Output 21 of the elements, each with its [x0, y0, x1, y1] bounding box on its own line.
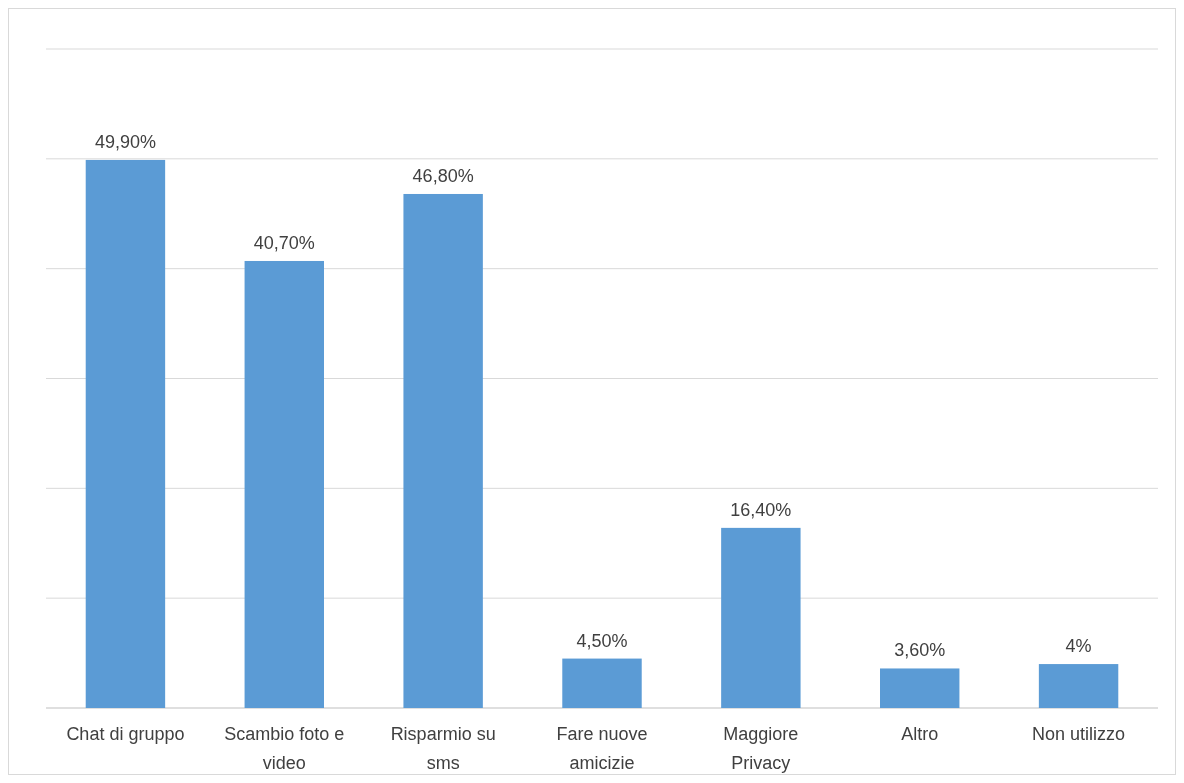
- bar: [244, 260, 324, 708]
- data-label: 4,50%: [576, 630, 628, 651]
- x-tick-label: Non utilizzo: [1032, 724, 1126, 744]
- x-tick-label: Chat di gruppo: [66, 724, 185, 744]
- bar: [403, 193, 483, 708]
- x-tick-label: Maggiore Privacy: [723, 724, 799, 773]
- data-label: 46,80%: [412, 165, 474, 186]
- bar: [85, 159, 166, 708]
- data-label: 16,40%: [730, 499, 792, 520]
- data-label: 49,90%: [94, 131, 156, 152]
- data-label: 40,70%: [253, 232, 315, 253]
- bar: [1038, 664, 1119, 708]
- bar: [721, 527, 801, 708]
- bar: [562, 658, 642, 708]
- x-tick-label: Scambio foto e video: [224, 724, 345, 773]
- data-label: 4%: [1065, 636, 1092, 657]
- data-label: 3,60%: [894, 640, 946, 661]
- x-tick-label: Altro: [901, 724, 939, 744]
- x-tick-label: Risparmio su sms: [390, 724, 496, 773]
- bar: [880, 668, 960, 708]
- x-tick-label: Fare nuove amicizie: [556, 724, 648, 773]
